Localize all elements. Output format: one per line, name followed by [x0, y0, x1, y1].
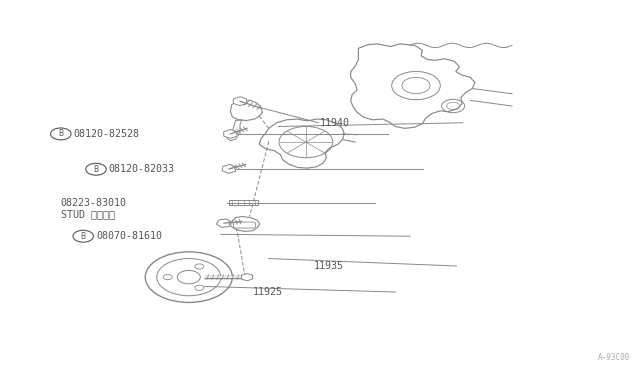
Text: 11935: 11935 — [314, 261, 344, 271]
Text: B: B — [93, 165, 99, 174]
Text: 08120-82528: 08120-82528 — [74, 129, 140, 139]
Polygon shape — [222, 164, 236, 173]
Text: 08120-82033: 08120-82033 — [109, 164, 175, 174]
Text: 08223-83010: 08223-83010 — [61, 198, 127, 208]
Polygon shape — [234, 97, 246, 106]
Text: 11925: 11925 — [253, 287, 283, 297]
Polygon shape — [216, 219, 232, 227]
Text: A-93C00: A-93C00 — [598, 353, 630, 362]
Polygon shape — [224, 129, 237, 138]
Polygon shape — [241, 273, 253, 281]
Text: B: B — [81, 232, 86, 241]
Text: 08070-81610: 08070-81610 — [96, 231, 162, 241]
Circle shape — [195, 264, 204, 269]
Circle shape — [195, 285, 204, 291]
Text: 11940: 11940 — [320, 118, 350, 128]
Text: STUD スタッド: STUD スタッド — [61, 209, 115, 219]
Circle shape — [163, 275, 172, 280]
Text: B: B — [58, 129, 63, 138]
